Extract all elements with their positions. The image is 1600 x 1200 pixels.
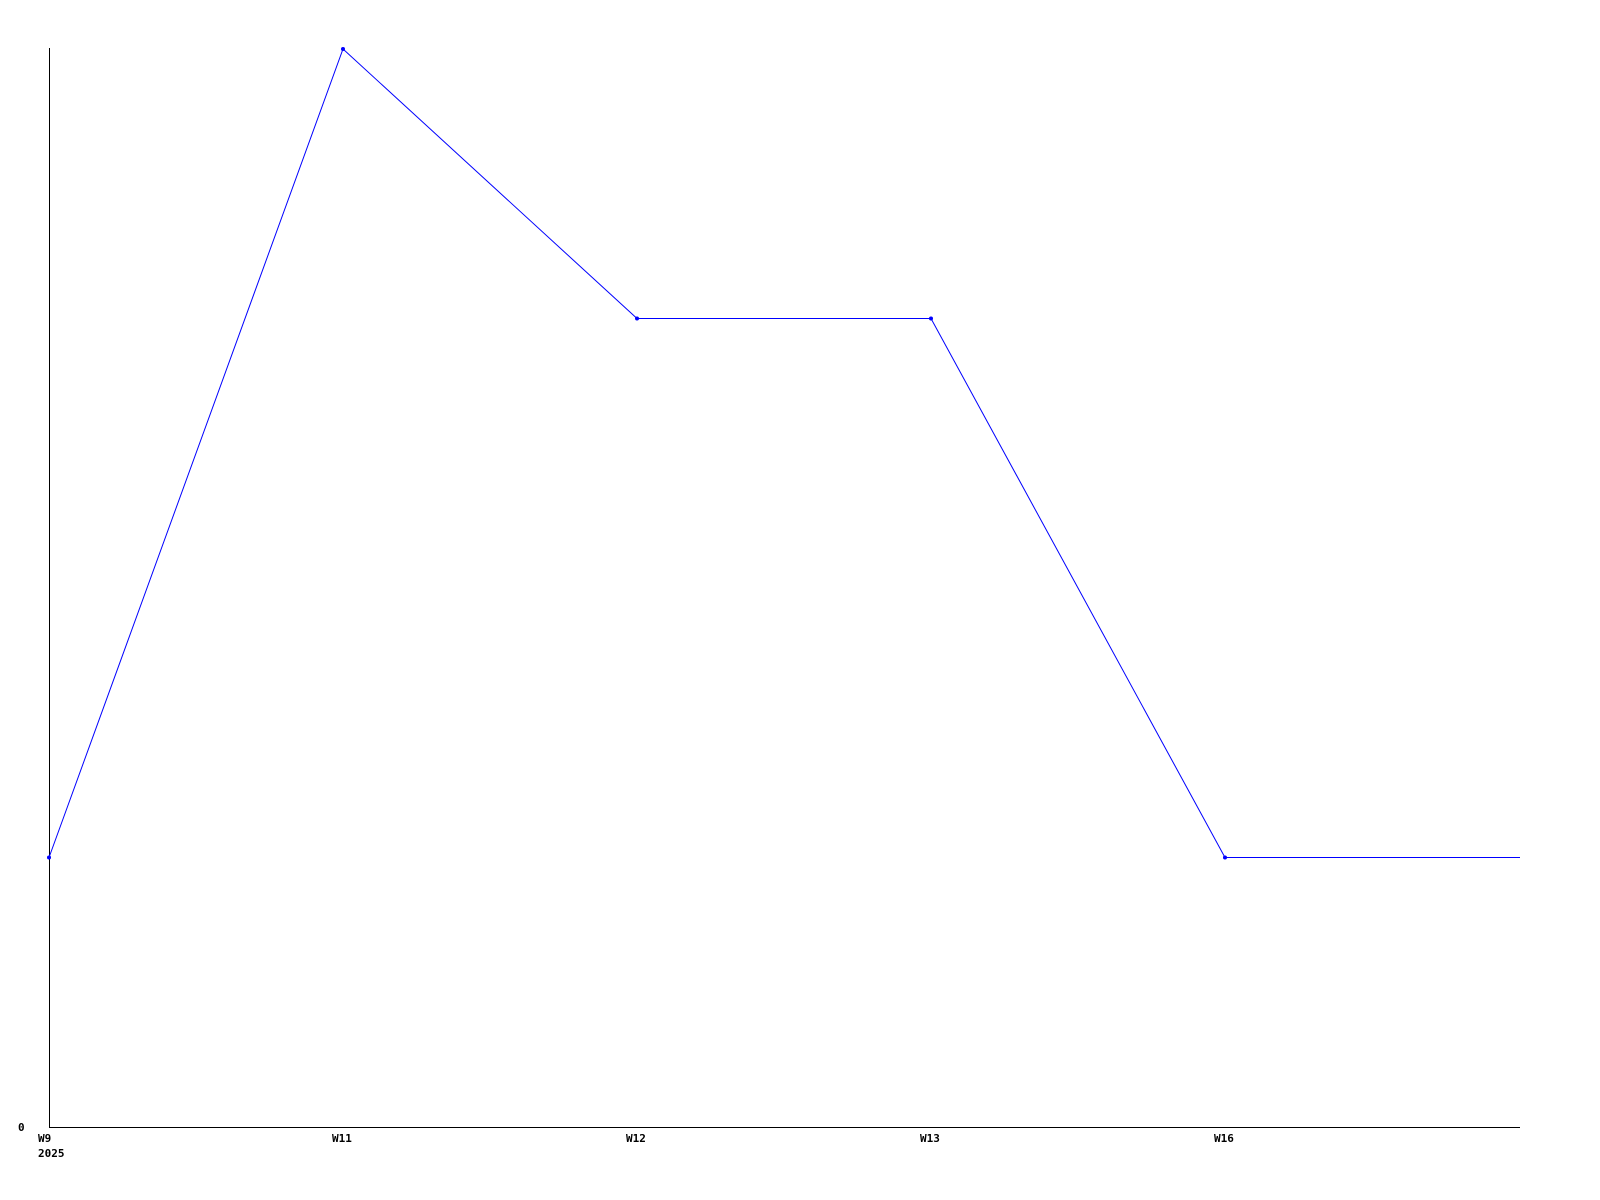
x-tick-label-w9: W9 xyxy=(38,1132,51,1145)
x-tick-label-w13: W13 xyxy=(920,1132,940,1145)
x-sublabel-year: 2025 xyxy=(38,1147,65,1160)
x-tick-label-w11: W11 xyxy=(332,1132,352,1145)
data-point-w9 xyxy=(47,855,51,860)
x-tick-label-w16: W16 xyxy=(1214,1132,1234,1145)
x-tick-label-w12: W12 xyxy=(626,1132,646,1145)
data-point-w13 xyxy=(929,316,933,321)
data-point-w12 xyxy=(635,316,639,321)
data-point-w16 xyxy=(1223,855,1227,860)
y-tick-label-0: 0 xyxy=(18,1121,25,1134)
series-line xyxy=(48,48,1520,858)
data-point-w11 xyxy=(341,47,345,51)
